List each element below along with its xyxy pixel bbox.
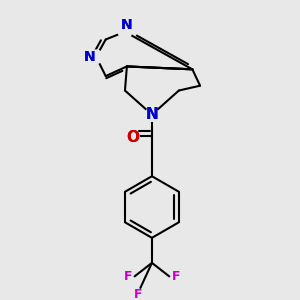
Text: O: O <box>126 130 139 145</box>
Text: O: O <box>126 130 139 145</box>
Circle shape <box>118 25 132 38</box>
Circle shape <box>145 108 159 121</box>
Text: F: F <box>124 270 132 283</box>
Text: N: N <box>121 18 133 32</box>
Text: N: N <box>83 50 95 64</box>
Circle shape <box>89 50 103 64</box>
Text: N: N <box>121 18 133 32</box>
Text: N: N <box>83 50 95 64</box>
Text: N: N <box>146 107 158 122</box>
Text: F: F <box>134 288 143 300</box>
Text: F: F <box>172 270 180 283</box>
Circle shape <box>126 131 140 144</box>
Text: N: N <box>146 107 158 122</box>
